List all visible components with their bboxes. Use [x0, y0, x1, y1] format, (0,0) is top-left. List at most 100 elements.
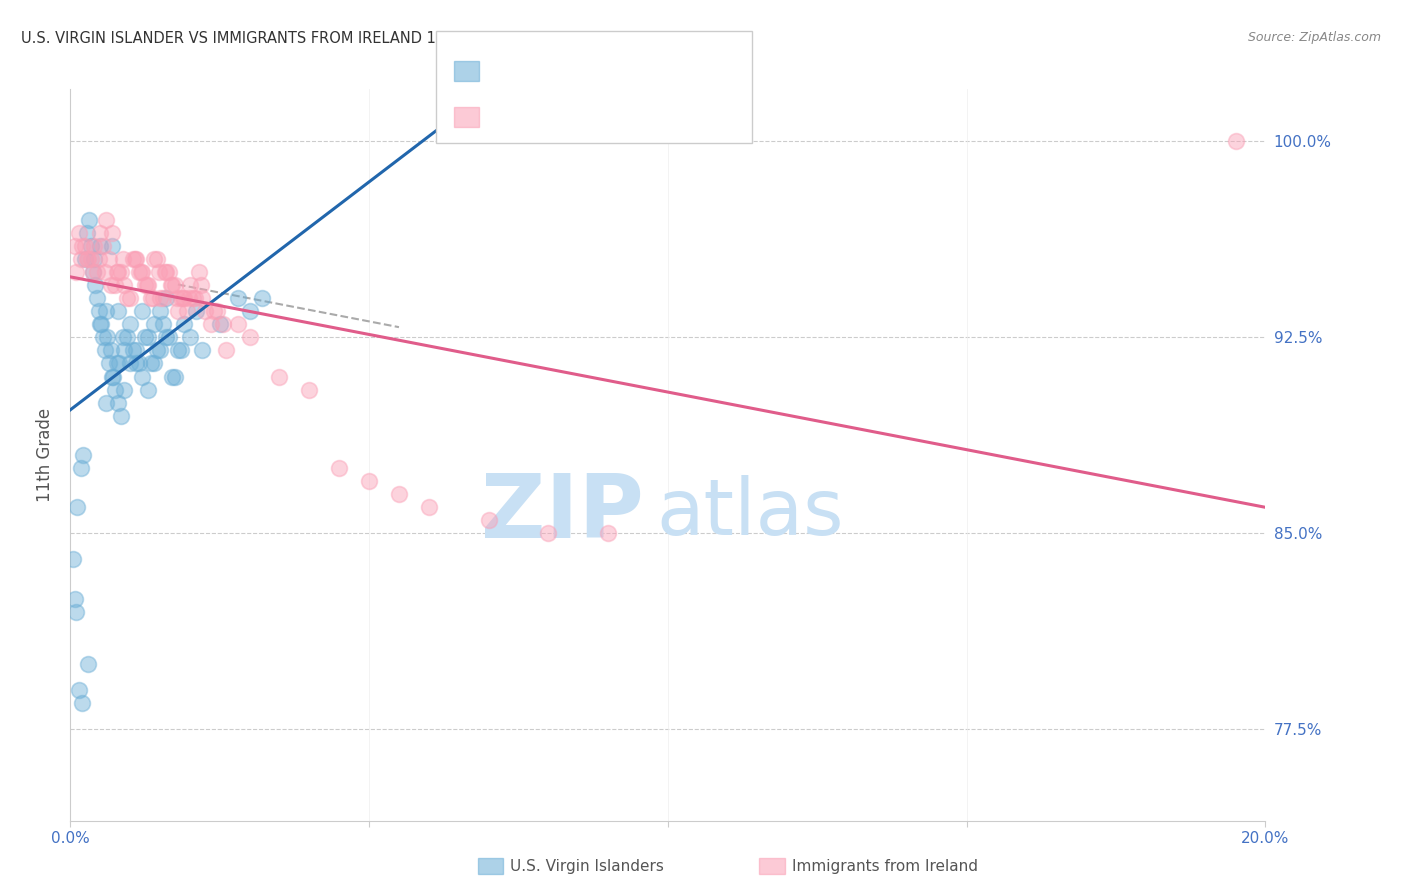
Point — [226, 291, 249, 305]
Point — [146, 252, 169, 266]
Point — [120, 291, 141, 305]
Point — [167, 343, 190, 358]
Point — [107, 304, 129, 318]
Point — [163, 278, 186, 293]
Point — [131, 369, 153, 384]
Point — [66, 500, 89, 515]
Point — [149, 291, 172, 305]
Y-axis label: 11th Grade: 11th Grade — [37, 408, 55, 502]
Point — [152, 291, 174, 305]
Point — [110, 409, 132, 423]
Point — [83, 239, 105, 253]
Point — [153, 265, 176, 279]
Point — [136, 383, 159, 397]
Point — [128, 357, 150, 371]
Point — [91, 239, 114, 253]
Point — [226, 318, 249, 332]
Point — [388, 487, 411, 501]
Point — [152, 318, 174, 332]
Point — [135, 278, 157, 293]
Text: Immigrants from Ireland: Immigrants from Ireland — [792, 859, 977, 873]
Point — [159, 278, 181, 293]
Point — [108, 357, 131, 371]
Point — [181, 291, 204, 305]
Point — [160, 278, 183, 293]
Point — [72, 448, 94, 462]
Point — [86, 291, 108, 305]
Point — [166, 291, 188, 305]
Point — [184, 304, 207, 318]
Text: U.S. Virgin Islanders: U.S. Virgin Islanders — [510, 859, 664, 873]
Point — [76, 226, 98, 240]
Text: U.S. VIRGIN ISLANDER VS IMMIGRANTS FROM IRELAND 11TH GRADE CORRELATION CHART: U.S. VIRGIN ISLANDER VS IMMIGRANTS FROM … — [21, 31, 683, 46]
Point — [173, 318, 195, 332]
Point — [149, 304, 172, 318]
Point — [98, 252, 121, 266]
Point — [157, 265, 180, 279]
Point — [96, 395, 117, 409]
Point — [136, 278, 159, 293]
Point — [90, 318, 112, 332]
Point — [89, 239, 111, 253]
Point — [170, 291, 193, 305]
Point — [134, 278, 156, 293]
Point — [80, 239, 103, 253]
Point — [155, 291, 177, 305]
Point — [89, 226, 111, 240]
Point — [100, 278, 122, 293]
Point — [120, 357, 141, 371]
Point — [250, 291, 273, 305]
Point — [75, 252, 97, 266]
Point — [187, 265, 209, 279]
Point — [205, 304, 228, 318]
Point — [101, 226, 124, 240]
Point — [139, 291, 162, 305]
Point — [149, 343, 172, 358]
Point — [179, 330, 201, 344]
Point — [194, 304, 217, 318]
Point — [101, 239, 124, 253]
Point — [167, 304, 190, 318]
Point — [96, 304, 117, 318]
Point — [67, 683, 90, 698]
Point — [134, 330, 156, 344]
Point — [63, 239, 86, 253]
Point — [107, 265, 129, 279]
Point — [122, 343, 145, 358]
Point — [111, 330, 134, 344]
Point — [129, 265, 152, 279]
Text: Source: ZipAtlas.com: Source: ZipAtlas.com — [1247, 31, 1381, 45]
Text: N = 74: N = 74 — [623, 62, 681, 80]
Point — [478, 513, 501, 527]
Point — [142, 291, 165, 305]
Point — [120, 318, 141, 332]
Point — [75, 239, 97, 253]
Point — [157, 330, 180, 344]
Point — [101, 369, 124, 384]
Text: R = 0.182: R = 0.182 — [488, 62, 571, 80]
Point — [115, 291, 138, 305]
Point — [190, 278, 212, 293]
Point — [269, 369, 291, 384]
Point — [183, 291, 205, 305]
Point — [173, 291, 195, 305]
Point — [104, 383, 127, 397]
Point — [136, 330, 159, 344]
Point — [125, 357, 148, 371]
Point — [122, 252, 145, 266]
Point — [128, 265, 150, 279]
Point — [112, 383, 135, 397]
Point — [179, 278, 201, 293]
Point — [96, 212, 117, 227]
Point — [70, 696, 93, 710]
Point — [176, 304, 198, 318]
Point — [172, 291, 194, 305]
Point — [200, 318, 222, 332]
Point — [155, 265, 177, 279]
Point — [1225, 135, 1247, 149]
Text: ZIP: ZIP — [481, 470, 644, 557]
Point — [148, 265, 170, 279]
Point — [214, 343, 236, 358]
Point — [86, 265, 108, 279]
Point — [191, 343, 214, 358]
